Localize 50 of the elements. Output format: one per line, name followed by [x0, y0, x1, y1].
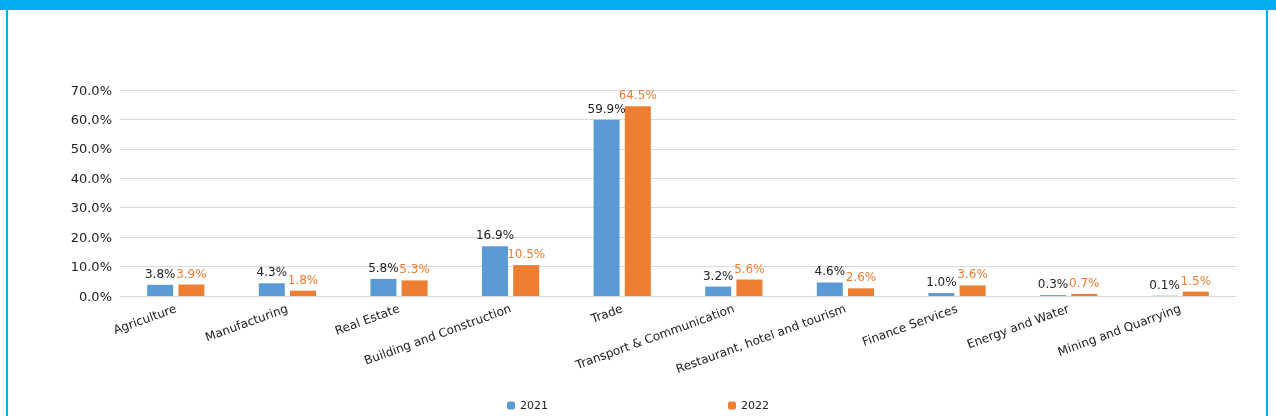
bar [848, 288, 874, 296]
bar [593, 119, 620, 296]
y-tick-label: 10.0% [70, 259, 112, 275]
data-label: 10.5% [507, 247, 546, 262]
bar [147, 284, 174, 296]
y-tick-label: 20.0% [70, 229, 112, 245]
bar [624, 106, 651, 296]
bar [370, 278, 397, 296]
data-label: 3.6% [957, 267, 988, 282]
data-label: 0.7% [1068, 275, 1100, 290]
bar [482, 246, 508, 296]
legend-label: 2021 [520, 399, 549, 412]
y-tick-label: 70.0% [70, 82, 112, 98]
bar [1071, 293, 1098, 296]
data-label: 5.3% [399, 262, 430, 277]
data-label: 3.9% [176, 266, 207, 281]
bar [401, 280, 428, 296]
legend-label: 2022 [741, 399, 769, 412]
y-tick-label: 50.0% [70, 141, 112, 157]
data-label: 1.5% [1180, 273, 1212, 288]
data-label: 16.9% [475, 228, 515, 243]
bar [1182, 291, 1209, 296]
data-label: 3.8% [144, 266, 176, 281]
data-label: 1.8% [287, 272, 319, 287]
data-label: 0.1% [1149, 277, 1180, 292]
bar [928, 293, 955, 296]
data-label: 4.6% [814, 264, 846, 279]
bar [290, 290, 316, 296]
data-label: 1.0% [926, 275, 957, 290]
x-tick-label: Trade [587, 301, 625, 327]
data-label: 3.2% [702, 268, 734, 283]
data-label: 4.3% [256, 265, 288, 280]
bar [513, 265, 540, 296]
bar [736, 279, 763, 296]
y-tick-label: 30.0% [70, 200, 112, 216]
bar [258, 283, 285, 296]
bar [178, 284, 205, 296]
y-tick-label: 60.0% [70, 111, 112, 127]
y-tick-label: 0.0% [78, 288, 112, 304]
data-label: 59.9% [587, 101, 626, 116]
bar [959, 285, 986, 296]
data-label: 5.8% [368, 260, 399, 275]
data-label: 2.6% [845, 270, 877, 285]
data-label: 5.6% [734, 261, 765, 276]
data-label: 64.5% [618, 88, 657, 103]
y-tick-label: 40.0% [70, 170, 112, 186]
bar [816, 282, 843, 296]
data-label: 0.3% [1037, 277, 1069, 292]
x-tick-label: Real Estate [333, 301, 402, 338]
bar [705, 286, 732, 296]
